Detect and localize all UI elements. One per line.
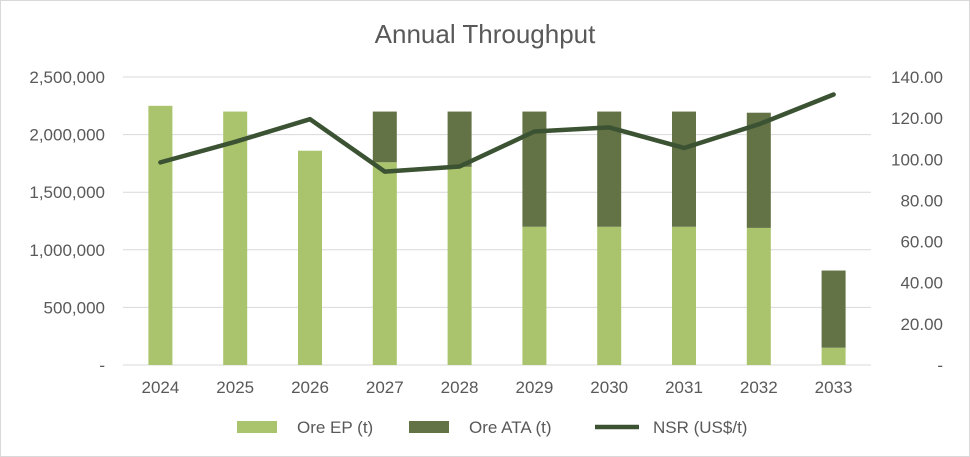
bar-ore-ep-t-2024 <box>148 105 173 366</box>
x-tick-label: 2028 <box>441 378 479 397</box>
nsr-point-2031 <box>682 146 686 150</box>
bar-ore-ep-t-2027 <box>372 162 397 365</box>
bar-ore-ep-t-2029 <box>522 226 547 365</box>
x-tick-label: 2026 <box>291 378 329 397</box>
bar-ore-ep-t-2032 <box>746 227 771 365</box>
legend-label: Ore ATA (t) <box>469 418 552 437</box>
y-left-tick-label: 2,000,000 <box>29 126 105 145</box>
nsr-point-2026 <box>308 117 312 121</box>
bar-ore-ata-t-2027 <box>372 111 397 163</box>
bar-ore-ep-t-2026 <box>298 150 322 365</box>
bar-ore-ata-t-2033 <box>821 270 846 348</box>
legend-label: NSR (US$/t) <box>653 418 747 437</box>
y-right-tick-label: - <box>937 356 943 375</box>
nsr-point-2033 <box>832 92 836 96</box>
y-right-tick-label: 100.00 <box>891 150 943 169</box>
bar-ore-ata-t-2028 <box>447 111 472 167</box>
bar-ore-ep-t-2028 <box>447 166 472 365</box>
y-left-tick-label: 2,500,000 <box>29 68 105 87</box>
y-left-tick-label: - <box>99 356 105 375</box>
nsr-point-2032 <box>757 122 761 126</box>
y-right-tick-label: 120.00 <box>891 109 943 128</box>
nsr-line <box>158 92 836 174</box>
nsr-point-2025 <box>233 140 237 144</box>
nsr-point-2027 <box>383 170 387 174</box>
y-right-tick-label: 40.00 <box>900 274 943 293</box>
bar-ore-ata-t-2032 <box>746 112 771 228</box>
legend-label: Ore EP (t) <box>297 418 373 437</box>
legend: Ore EP (t) Ore ATA (t) NSR (US$/t) <box>237 418 747 437</box>
x-tick-label: 2025 <box>216 378 254 397</box>
x-tick-label: 2031 <box>665 378 703 397</box>
y-right-tick-label: 80.00 <box>900 191 943 210</box>
bars <box>148 105 846 366</box>
axes: - 500,000 1,000,000 1,500,000 2,000,000 2,500… <box>29 68 943 397</box>
bar-ore-ata-t-2031 <box>672 111 696 227</box>
x-tick-label: 2033 <box>815 378 853 397</box>
legend-swatch-1 <box>409 421 449 433</box>
chart-title: Annual Throughput <box>375 19 596 49</box>
nsr-point-2024 <box>158 160 162 164</box>
x-tick-label: 2024 <box>141 378 179 397</box>
gridlines <box>123 76 871 366</box>
y-left-tick-label: 1,000,000 <box>29 241 105 260</box>
nsr-point-2030 <box>607 125 611 129</box>
y-right-tick-label: 140.00 <box>891 68 943 87</box>
bar-ore-ep-t-2033 <box>821 347 846 365</box>
y-left-tick-label: 1,500,000 <box>29 183 105 202</box>
bar-ore-ep-t-2025 <box>223 111 248 365</box>
nsr-point-2029 <box>532 130 536 134</box>
legend-swatch-0 <box>237 421 277 433</box>
y-left-tick-label: 500,000 <box>44 298 105 317</box>
x-tick-label: 2030 <box>590 378 628 397</box>
nsr-line-layer <box>158 92 836 174</box>
y-right-tick-label: 20.00 <box>900 315 943 334</box>
bar-ore-ep-t-2031 <box>672 226 696 365</box>
nsr-point-2028 <box>458 164 462 168</box>
x-tick-label: 2029 <box>515 378 553 397</box>
bar-ore-ep-t-2030 <box>597 226 622 365</box>
x-tick-label: 2032 <box>740 378 778 397</box>
y-right-tick-label: 60.00 <box>900 233 943 252</box>
x-tick-label: 2027 <box>366 378 404 397</box>
